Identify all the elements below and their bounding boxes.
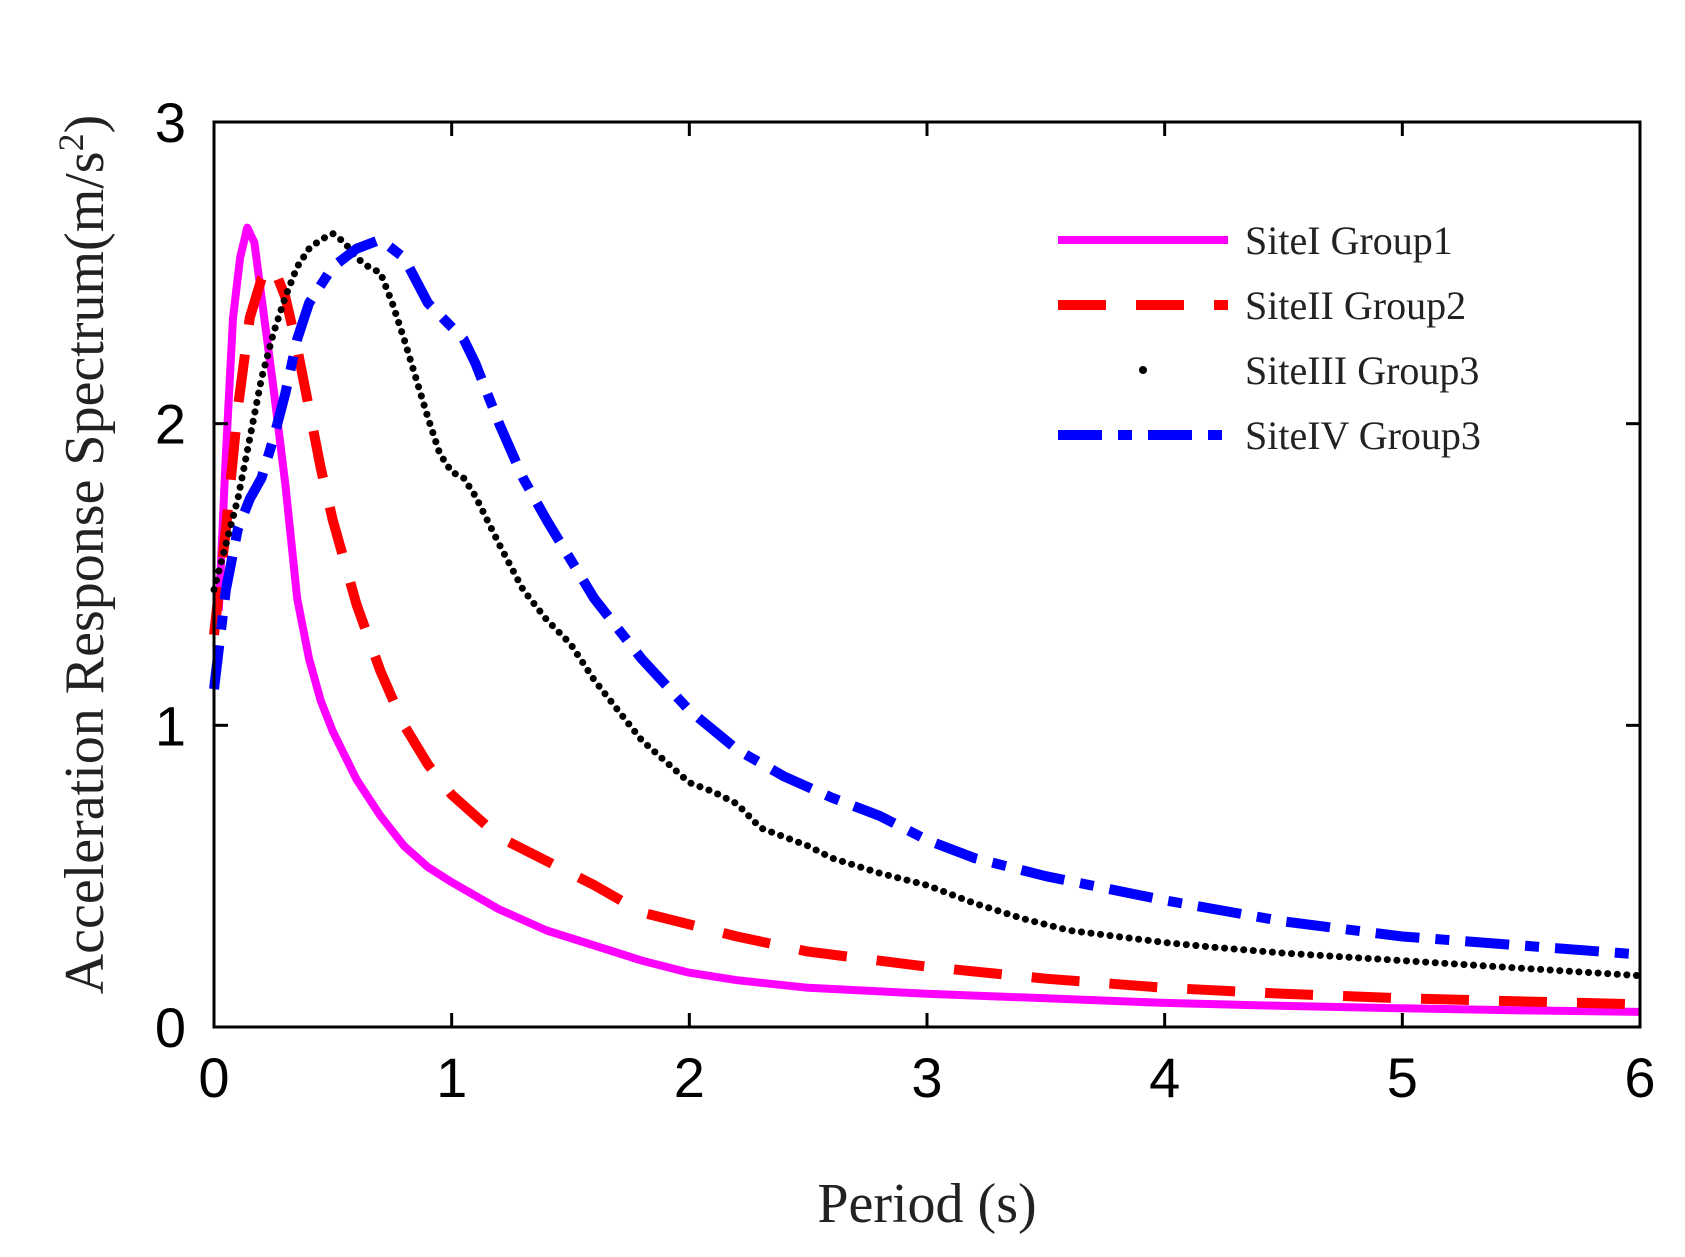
y-tick-label: 0 xyxy=(155,996,186,1059)
x-tick-label: 2 xyxy=(674,1046,705,1109)
legend-label-1: SiteI Group1 xyxy=(1245,218,1453,263)
x-tick-labels: 0 1 2 3 4 5 6 xyxy=(198,1046,1655,1109)
x-tick-label: 5 xyxy=(1387,1046,1418,1109)
y-tick-labels: 0 1 2 3 xyxy=(155,91,186,1059)
y-axis-label-superscript: 2 xyxy=(51,133,91,151)
x-axis-label: Period (s) xyxy=(817,1173,1036,1235)
y-axis-label: Acceleration Response Spectrum(m/s2) xyxy=(51,115,116,995)
legend-label-3: SiteIII Group3 xyxy=(1245,348,1479,393)
y-axis-label-main: Acceleration Response Spectrum(m/s xyxy=(54,151,116,994)
legend-swatch-3 xyxy=(1139,366,1147,374)
y-tick-label: 2 xyxy=(155,393,186,456)
series-line-4 xyxy=(209,234,1641,960)
x-tick-label: 0 xyxy=(198,1046,229,1109)
y-axis-label-close: ) xyxy=(54,115,116,134)
x-tick-label: 6 xyxy=(1624,1046,1655,1109)
series-lines xyxy=(209,223,1644,1016)
legend-label-4: SiteIV Group3 xyxy=(1245,413,1481,458)
series-line-3 xyxy=(210,230,1644,980)
y-tick-label: 1 xyxy=(155,694,186,757)
x-tick-label: 1 xyxy=(436,1046,467,1109)
y-tick-label: 3 xyxy=(155,91,186,154)
legend-label-2: SiteII Group2 xyxy=(1245,283,1466,328)
series-line-1 xyxy=(214,223,1641,1016)
x-tick-label: 3 xyxy=(911,1046,942,1109)
series-line-2 xyxy=(209,261,1641,1010)
x-tick-label: 4 xyxy=(1149,1046,1180,1109)
legend: SiteI Group1 SiteII Group2 SiteIII Group3 S… xyxy=(1058,218,1481,458)
axis-ticks xyxy=(214,122,1640,1027)
